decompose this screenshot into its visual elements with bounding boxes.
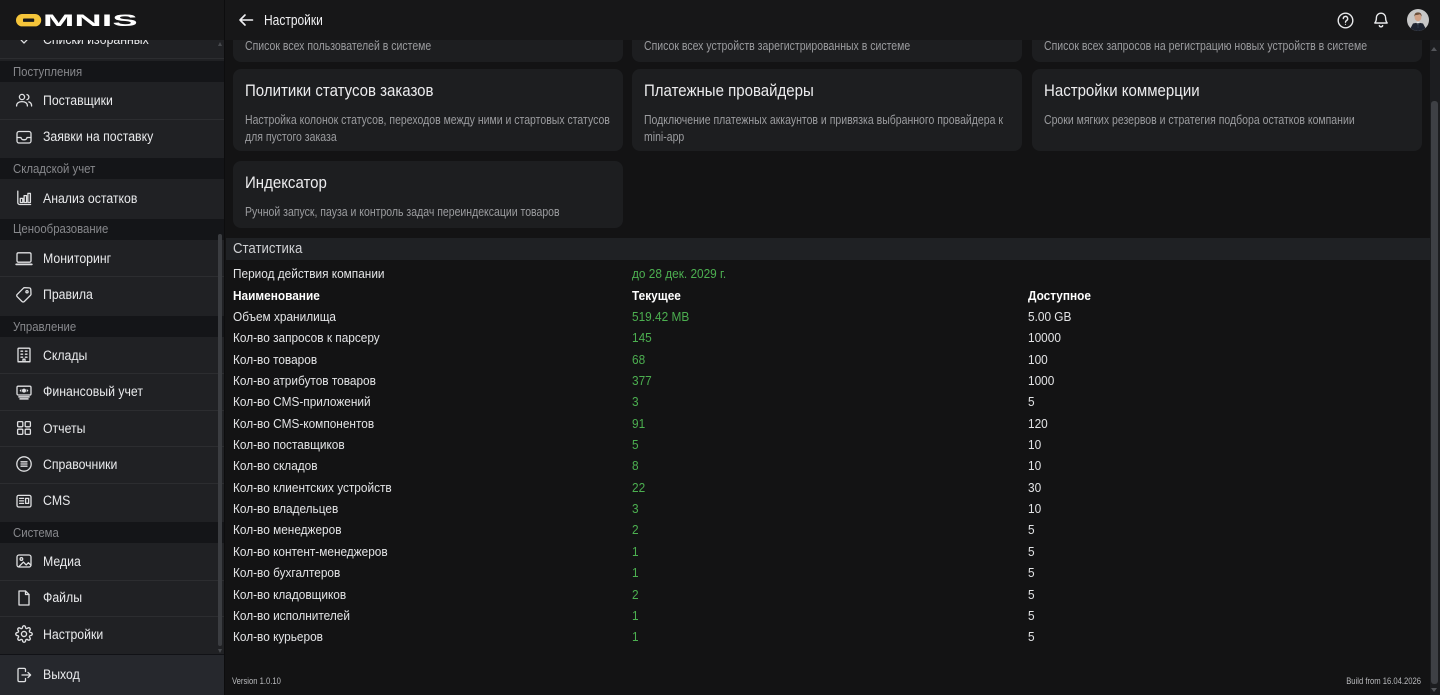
svg-text:MNIS: MNIS [42,14,137,27]
